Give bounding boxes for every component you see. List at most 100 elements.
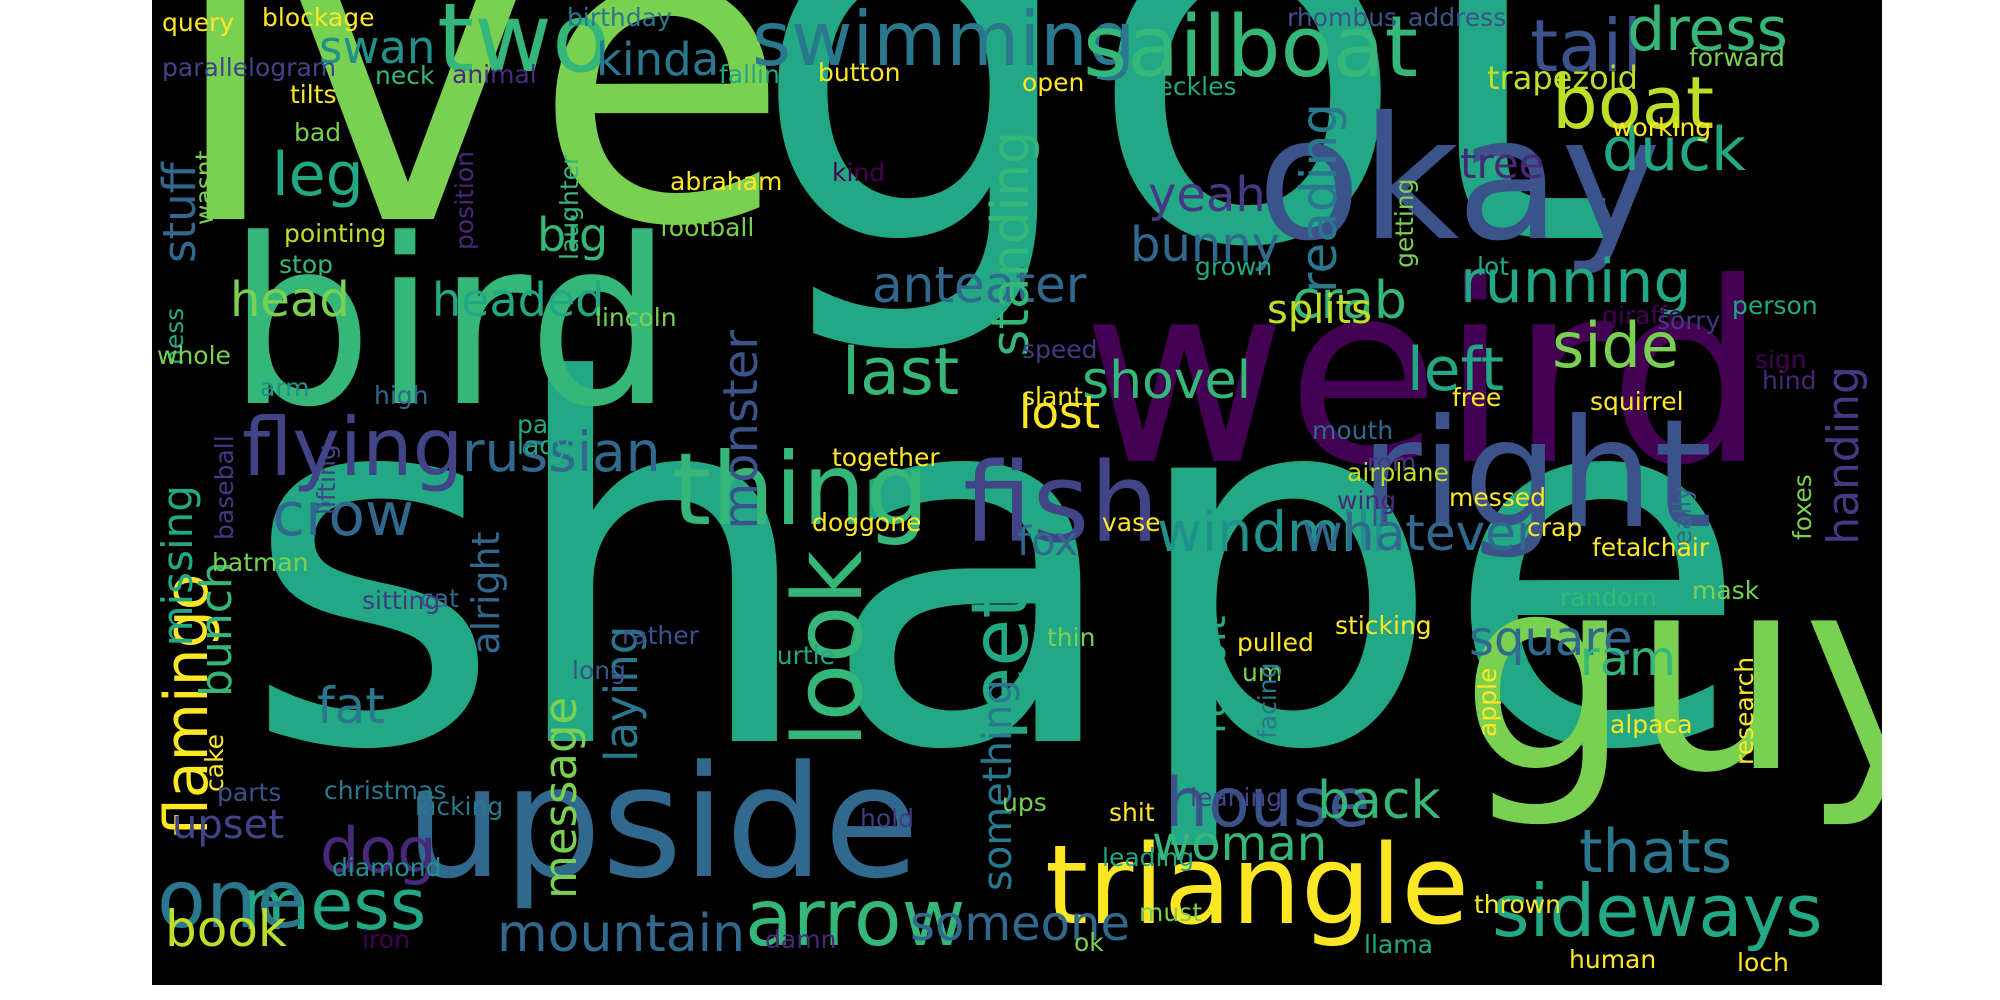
word-standing: standing: [981, 130, 1041, 357]
word-lincoln: lincoln: [595, 303, 677, 332]
word-mess: mess: [242, 864, 427, 946]
word-whatever: whatever: [1302, 504, 1537, 562]
word-um: um: [1242, 658, 1283, 687]
word-research: research: [1730, 656, 1759, 765]
word-chair: chair: [1647, 533, 1710, 562]
word-must: must: [1139, 898, 1203, 927]
word-bird: bird: [227, 191, 674, 458]
word-mouth: mouth: [1312, 416, 1394, 445]
word-tilts: tilts: [290, 80, 337, 109]
word-sign: sign: [1755, 345, 1807, 374]
word-sticking: sticking: [1335, 611, 1432, 640]
word-pulled: pulled: [1237, 628, 1314, 657]
word-kinda: kinda: [596, 33, 720, 86]
word-two: two: [437, 0, 611, 94]
word-monster: monster: [713, 329, 769, 530]
word-position: position: [450, 150, 479, 250]
word-person: person: [1732, 291, 1818, 320]
word-flying: flying: [242, 401, 464, 494]
word-one: one: [157, 853, 306, 946]
word-tail: tail: [1530, 4, 1643, 88]
word-headed: headed: [432, 273, 605, 327]
word-thrown: thrown: [1474, 890, 1561, 919]
word-high: high: [374, 381, 429, 410]
word-christmas: christmas: [324, 776, 447, 805]
word-book: book: [165, 900, 287, 958]
word-kicking: kicking: [415, 792, 504, 821]
word-open: open: [1022, 68, 1085, 97]
word-dress: dress: [1627, 0, 1788, 65]
word-side: side: [1552, 309, 1680, 382]
word-right: right: [1360, 388, 1713, 562]
word-upset: upset: [172, 802, 284, 848]
word-dog: dog: [320, 814, 437, 887]
word-lifting: lifting: [312, 444, 341, 515]
word-getting: getting: [1390, 178, 1419, 268]
word-mountain: mountain: [497, 904, 746, 964]
word-thats: thats: [1579, 817, 1733, 887]
word-laughter: laughter: [555, 154, 584, 260]
word-yeah: yeah: [1148, 167, 1266, 223]
word-leaning: leaning: [1190, 783, 1283, 812]
word-facing: facing: [1253, 662, 1282, 739]
word-wasnt: wasnt: [190, 150, 219, 225]
word-messed: messed: [1449, 483, 1547, 512]
word-guy: guy: [1460, 517, 1882, 832]
word-left: left: [1407, 335, 1505, 405]
word-airplane: airplane: [1347, 458, 1449, 487]
word-rom: rom: [1367, 448, 1417, 477]
word-woman: woman: [1152, 816, 1328, 872]
word-squirrel: squirrel: [1590, 387, 1684, 416]
word-together: together: [832, 443, 940, 472]
word-thin: thin: [1047, 623, 1096, 652]
word-okay: okay: [1257, 81, 1662, 279]
word-duck: duck: [1602, 115, 1746, 185]
word-giraffe: giraffe: [1602, 301, 1684, 330]
word-mask: mask: [1692, 576, 1760, 605]
word-fetal: fetal: [1592, 533, 1649, 562]
word-alpaca: alpaca: [1610, 710, 1693, 739]
word-batman: batman: [212, 548, 309, 577]
word-address: address: [1408, 3, 1507, 32]
word-rather: rather: [622, 621, 699, 650]
word-animal: animal: [452, 60, 537, 89]
word-rabbit: rabbit: [1189, 615, 1235, 734]
word-swimming: swimming: [752, 0, 1136, 83]
word-tree: tree: [1460, 139, 1545, 188]
word-arm: arm: [260, 373, 310, 402]
word-cat: cat: [420, 584, 459, 613]
word-free: free: [1452, 383, 1502, 412]
word-arrow: arrow: [745, 874, 966, 964]
word-leading: leading: [1102, 843, 1195, 872]
word-shape: shape: [242, 277, 1751, 859]
word-palm: palm: [517, 410, 580, 439]
word-diamond: diamond: [332, 853, 442, 882]
word-ive: ive: [167, 0, 791, 319]
word-hold: hold: [860, 804, 914, 833]
word-last: last: [842, 335, 960, 410]
word-swan: swan: [319, 21, 436, 74]
word-abraham: abraham: [670, 167, 783, 196]
word-wing: wing: [1337, 486, 1397, 515]
word-someone: someone: [910, 896, 1130, 952]
word-neck: neck: [375, 61, 435, 90]
word-long: long: [572, 656, 626, 685]
word-reading: reading: [1290, 103, 1348, 293]
word-pointing: pointing: [284, 219, 387, 248]
word-falling: falling: [719, 60, 796, 89]
word-trapezoid: trapezoid: [1487, 59, 1638, 97]
word-ram: ram: [1580, 631, 1676, 687]
word-boat: boat: [1552, 61, 1715, 145]
word-back: back: [1317, 771, 1441, 831]
word-weird: weird: [1082, 229, 1767, 520]
word-human: human: [1569, 945, 1657, 974]
word-crab: crab: [1292, 271, 1407, 331]
word-bad: bad: [294, 118, 342, 147]
word-damn: damn: [765, 925, 837, 954]
word-parallelogram: parallelogram: [162, 53, 337, 82]
word-sitting: sitting: [362, 586, 441, 615]
word-freckles: freckles: [1139, 72, 1237, 101]
word-football: football: [660, 213, 755, 242]
word-lady: lady: [517, 431, 570, 460]
